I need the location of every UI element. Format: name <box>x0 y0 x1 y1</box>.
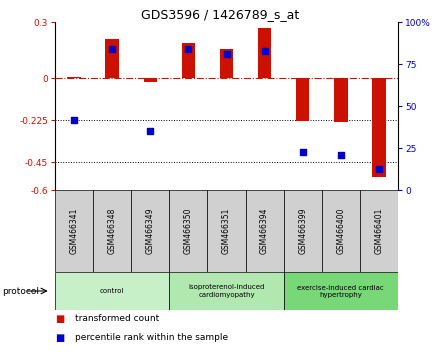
Bar <box>169 272 284 310</box>
Text: ■: ■ <box>55 314 64 324</box>
Text: GSM466348: GSM466348 <box>108 208 117 254</box>
Text: GSM466401: GSM466401 <box>374 208 383 254</box>
Bar <box>322 190 360 272</box>
Text: exercise-induced cardiac
hypertrophy: exercise-induced cardiac hypertrophy <box>297 285 384 297</box>
Point <box>261 48 268 54</box>
Point <box>109 46 116 52</box>
Bar <box>334 78 348 122</box>
Text: transformed count: transformed count <box>75 314 159 323</box>
Text: percentile rank within the sample: percentile rank within the sample <box>75 333 228 342</box>
Text: GSM466351: GSM466351 <box>222 208 231 254</box>
Point <box>185 46 192 52</box>
Bar <box>106 39 119 78</box>
Text: GSM466349: GSM466349 <box>146 208 155 254</box>
Text: GSM466341: GSM466341 <box>70 208 79 254</box>
Bar <box>143 78 157 82</box>
Point <box>147 129 154 134</box>
Bar <box>207 190 246 272</box>
Text: GSM466400: GSM466400 <box>336 208 345 254</box>
Text: isoproterenol-induced
cardiomyopathy: isoproterenol-induced cardiomyopathy <box>188 285 265 297</box>
Bar <box>246 190 284 272</box>
Bar <box>55 272 169 310</box>
Text: GDS3596 / 1426789_s_at: GDS3596 / 1426789_s_at <box>141 8 299 21</box>
Point <box>375 167 382 172</box>
Bar <box>182 42 195 78</box>
Point <box>299 149 306 155</box>
Text: ■: ■ <box>55 333 64 343</box>
Bar <box>296 78 309 121</box>
Text: GSM466394: GSM466394 <box>260 208 269 254</box>
Bar <box>360 190 398 272</box>
Bar <box>258 28 271 78</box>
Bar <box>131 190 169 272</box>
Point <box>337 152 345 158</box>
Bar <box>67 77 81 78</box>
Bar <box>55 190 93 272</box>
Bar <box>169 190 207 272</box>
Bar <box>284 272 398 310</box>
Point <box>223 51 230 57</box>
Bar <box>93 190 131 272</box>
Bar <box>284 190 322 272</box>
Bar <box>220 49 233 78</box>
Text: control: control <box>100 288 125 294</box>
Text: GSM466350: GSM466350 <box>184 208 193 254</box>
Point <box>70 117 77 123</box>
Bar <box>372 78 385 177</box>
Text: GSM466399: GSM466399 <box>298 208 307 254</box>
Text: protocol: protocol <box>2 286 39 296</box>
